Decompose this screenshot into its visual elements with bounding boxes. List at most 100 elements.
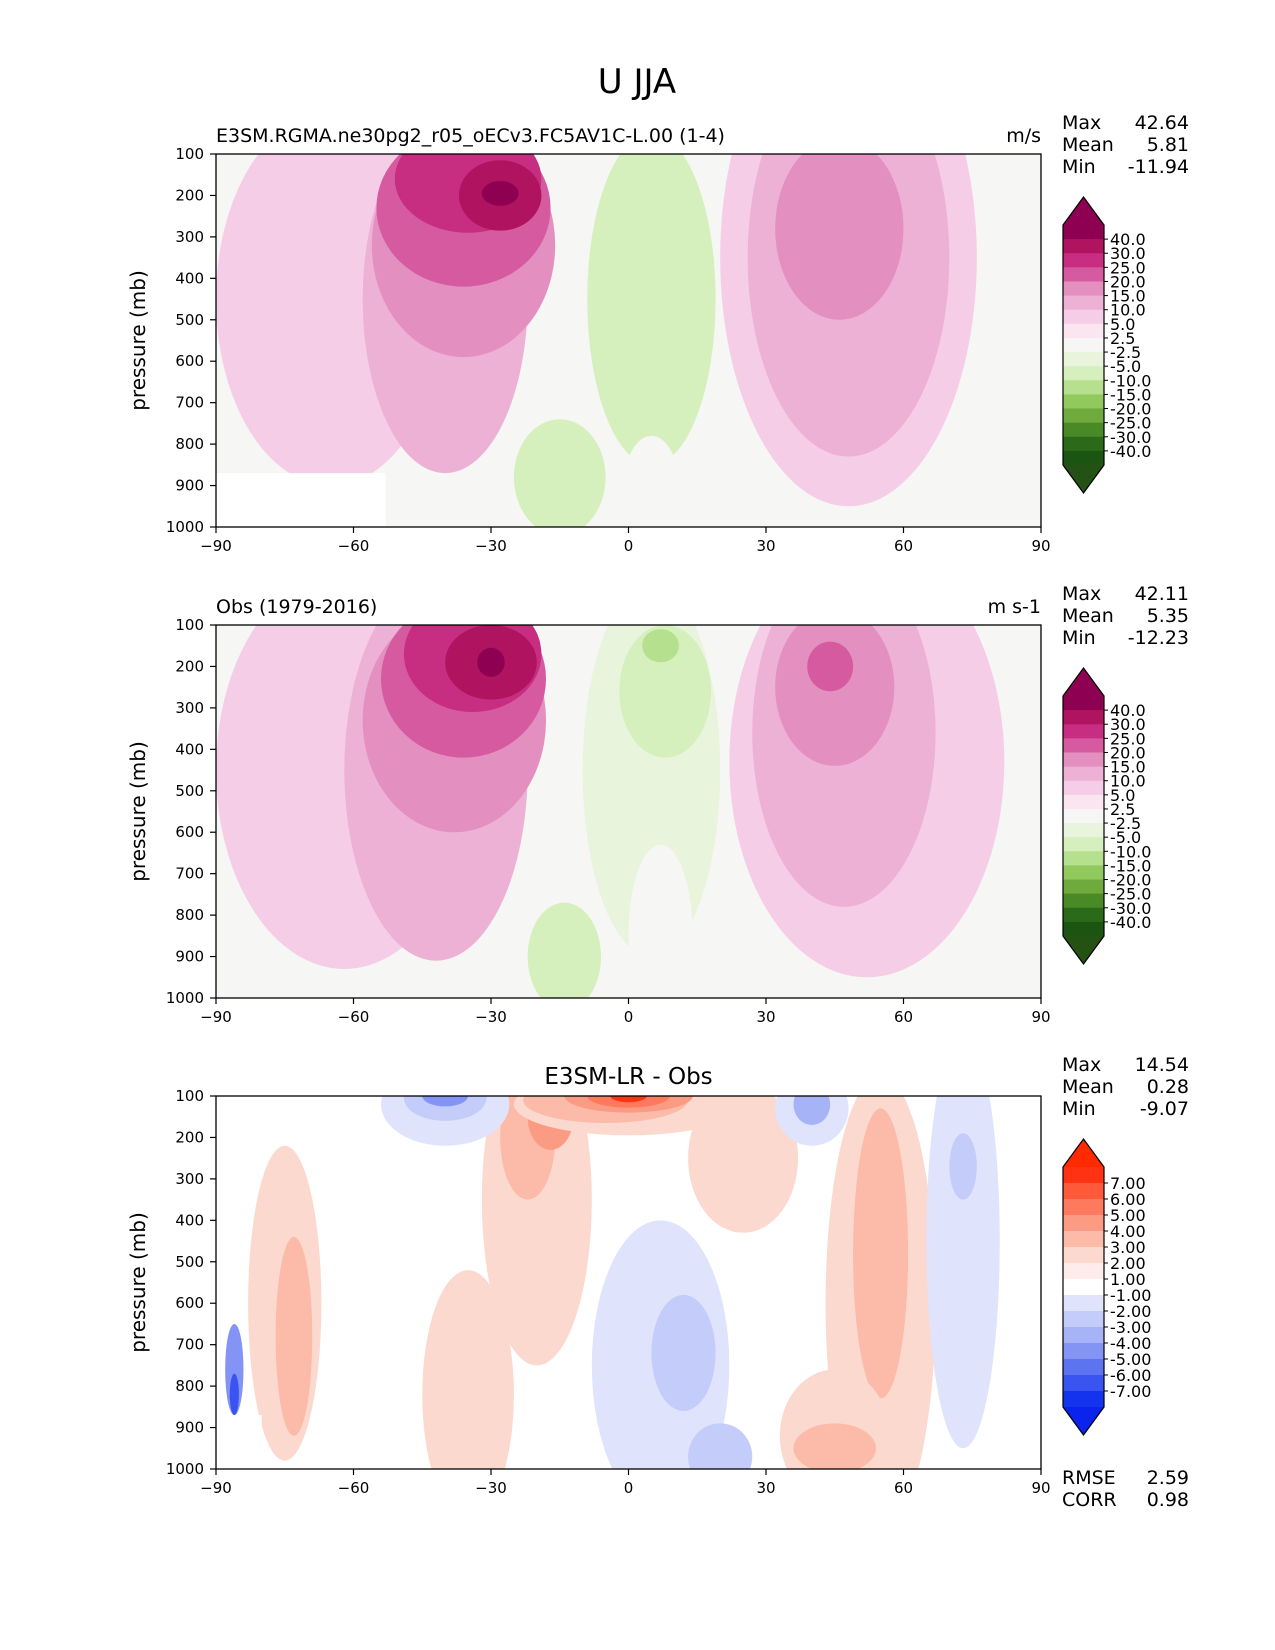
colorbar-swatch bbox=[1063, 752, 1104, 768]
x-tick-label: −60 bbox=[338, 1008, 370, 1026]
y-tick-label: 500 bbox=[175, 311, 204, 329]
colorbar-swatch bbox=[1063, 225, 1104, 240]
colorbar-label: 2.00 bbox=[1110, 1254, 1146, 1273]
y-tick-label: 100 bbox=[175, 616, 204, 634]
colorbar-swatch bbox=[1063, 893, 1104, 909]
stat-label: Mean bbox=[1062, 1076, 1114, 1098]
x-tick-label: −30 bbox=[475, 1479, 507, 1497]
panel-units: m s-1 bbox=[988, 596, 1041, 618]
stat-label: Min bbox=[1062, 156, 1096, 178]
stat-value: -9.07 bbox=[1140, 1098, 1189, 1120]
colorbar-label: -40.0 bbox=[1110, 913, 1151, 932]
contour-field bbox=[216, 1096, 1000, 1469]
colorbar-label: 7.00 bbox=[1110, 1174, 1146, 1193]
y-tick-label: 700 bbox=[175, 865, 204, 883]
colorbar-label: 3.00 bbox=[1110, 1238, 1146, 1257]
panel-test: −90 −60 −30 0 30 60 90 100 200 300 400 500 600 700 800… bbox=[126, 112, 1189, 555]
colorbar-label: -15.0 bbox=[1110, 856, 1151, 875]
colorbar-swatch bbox=[1063, 1215, 1104, 1232]
colorbar-swatch bbox=[1063, 808, 1104, 824]
colorbar-label: 5.0 bbox=[1110, 786, 1135, 805]
colorbar-label: -4.00 bbox=[1110, 1334, 1151, 1353]
contour-region bbox=[229, 1373, 239, 1416]
colorbar-swatch bbox=[1063, 738, 1104, 753]
contour-region bbox=[642, 629, 679, 663]
colorbar-swatch bbox=[1063, 408, 1104, 424]
y-tick-label: 300 bbox=[175, 1170, 204, 1188]
x-tick-label: −60 bbox=[338, 1479, 370, 1497]
y-tick-label: 500 bbox=[175, 782, 204, 800]
contour-field bbox=[216, 154, 977, 527]
contour-region bbox=[798, 166, 881, 258]
colorbar-swatch bbox=[1063, 450, 1104, 466]
colorbar-label: -10.0 bbox=[1110, 842, 1151, 861]
y-tick-label: 1000 bbox=[166, 989, 204, 1007]
colorbar-label: -5.0 bbox=[1110, 357, 1141, 376]
contour-field bbox=[216, 625, 1005, 998]
stat-label: Max bbox=[1062, 583, 1101, 605]
colorbar-swatch bbox=[1063, 281, 1104, 297]
colorbar-label: 2.5 bbox=[1110, 329, 1135, 348]
y-tick-label: 600 bbox=[175, 823, 204, 841]
stat-value: 5.35 bbox=[1147, 605, 1189, 627]
y-tick-label: 500 bbox=[175, 1253, 204, 1271]
colorbar-swatch bbox=[1063, 1295, 1104, 1312]
x-tick-label: 90 bbox=[1031, 537, 1050, 555]
colorbar-swatch bbox=[1063, 1199, 1104, 1216]
colorbar-swatch bbox=[1063, 780, 1104, 796]
colorbar-label: -5.0 bbox=[1110, 828, 1141, 847]
y-tick-label: 700 bbox=[175, 394, 204, 412]
colorbar-label: -25.0 bbox=[1110, 414, 1151, 433]
colorbar-label: 40.0 bbox=[1110, 701, 1146, 720]
colorbar-outline bbox=[1062, 666, 1105, 966]
colorbar-swatch bbox=[1063, 1263, 1104, 1280]
y-tick-label: 300 bbox=[175, 699, 204, 717]
contour-region bbox=[481, 180, 519, 206]
x-tick-label: 90 bbox=[1031, 1479, 1050, 1497]
colorbar-label: -20.0 bbox=[1110, 871, 1151, 890]
stat-value: 14.54 bbox=[1135, 1054, 1189, 1076]
contour-region bbox=[422, 1096, 469, 1107]
colorbar-label: 30.0 bbox=[1110, 715, 1146, 734]
colorbar-swatch bbox=[1063, 921, 1104, 937]
contour-region bbox=[527, 902, 601, 998]
colorbar-swatch bbox=[1063, 366, 1104, 381]
y-tick-label: 400 bbox=[175, 1211, 204, 1229]
colorbar-extend-top bbox=[1063, 668, 1104, 696]
x-tick-label: −30 bbox=[475, 1008, 507, 1026]
colorbar: 7.006.005.004.003.002.001.00-1.00-2.00-3… bbox=[1062, 1137, 1151, 1437]
colorbar-label: -20.0 bbox=[1110, 400, 1151, 419]
colorbar-swatch bbox=[1063, 1311, 1104, 1328]
colorbar-swatch bbox=[1063, 422, 1104, 438]
stat-label: RMSE bbox=[1062, 1467, 1116, 1489]
colorbar-label: -2.00 bbox=[1110, 1302, 1151, 1321]
x-tick-label: 60 bbox=[894, 1008, 913, 1026]
stat-label: CORR bbox=[1062, 1489, 1117, 1511]
colorbar-label: -2.5 bbox=[1110, 343, 1141, 362]
colorbar-swatch bbox=[1063, 907, 1104, 923]
colorbar-swatch bbox=[1063, 696, 1104, 711]
contour-region bbox=[477, 647, 505, 677]
panel-ref: −90 −60 −30 0 30 60 90 100 200 300 400 500 600 700 800… bbox=[126, 583, 1189, 1026]
panel-diff: −90 −60 −30 0 30 60 90 100 200 300 400 500 600 700 800… bbox=[126, 1054, 1189, 1511]
y-tick-label: 900 bbox=[175, 1419, 204, 1437]
colorbar-label: 5.00 bbox=[1110, 1206, 1146, 1225]
colorbar-swatch bbox=[1063, 1247, 1104, 1264]
colorbar-extend-bottom bbox=[1063, 1407, 1104, 1435]
y-tick-label: 1000 bbox=[166, 518, 204, 536]
stat-label: Min bbox=[1062, 1098, 1096, 1120]
y-axis-label: pressure (mb) bbox=[126, 741, 150, 882]
y-tick-label: 800 bbox=[175, 906, 204, 924]
stat-label: Max bbox=[1062, 1054, 1101, 1076]
colorbar-label: -2.5 bbox=[1110, 814, 1141, 833]
colorbar-label: -3.00 bbox=[1110, 1318, 1151, 1337]
colorbar-extend-top bbox=[1063, 197, 1104, 225]
stat-value: 0.28 bbox=[1147, 1076, 1189, 1098]
x-tick-label: 90 bbox=[1031, 1008, 1050, 1026]
x-tick-label: 60 bbox=[894, 1479, 913, 1497]
colorbar-swatch bbox=[1063, 309, 1104, 325]
stat-label: Max bbox=[1062, 112, 1101, 134]
contour-region bbox=[619, 625, 712, 758]
panel-left-title: E3SM.RGMA.ne30pg2_r05_oECv3.FC5AV1C-L.00… bbox=[216, 125, 725, 147]
